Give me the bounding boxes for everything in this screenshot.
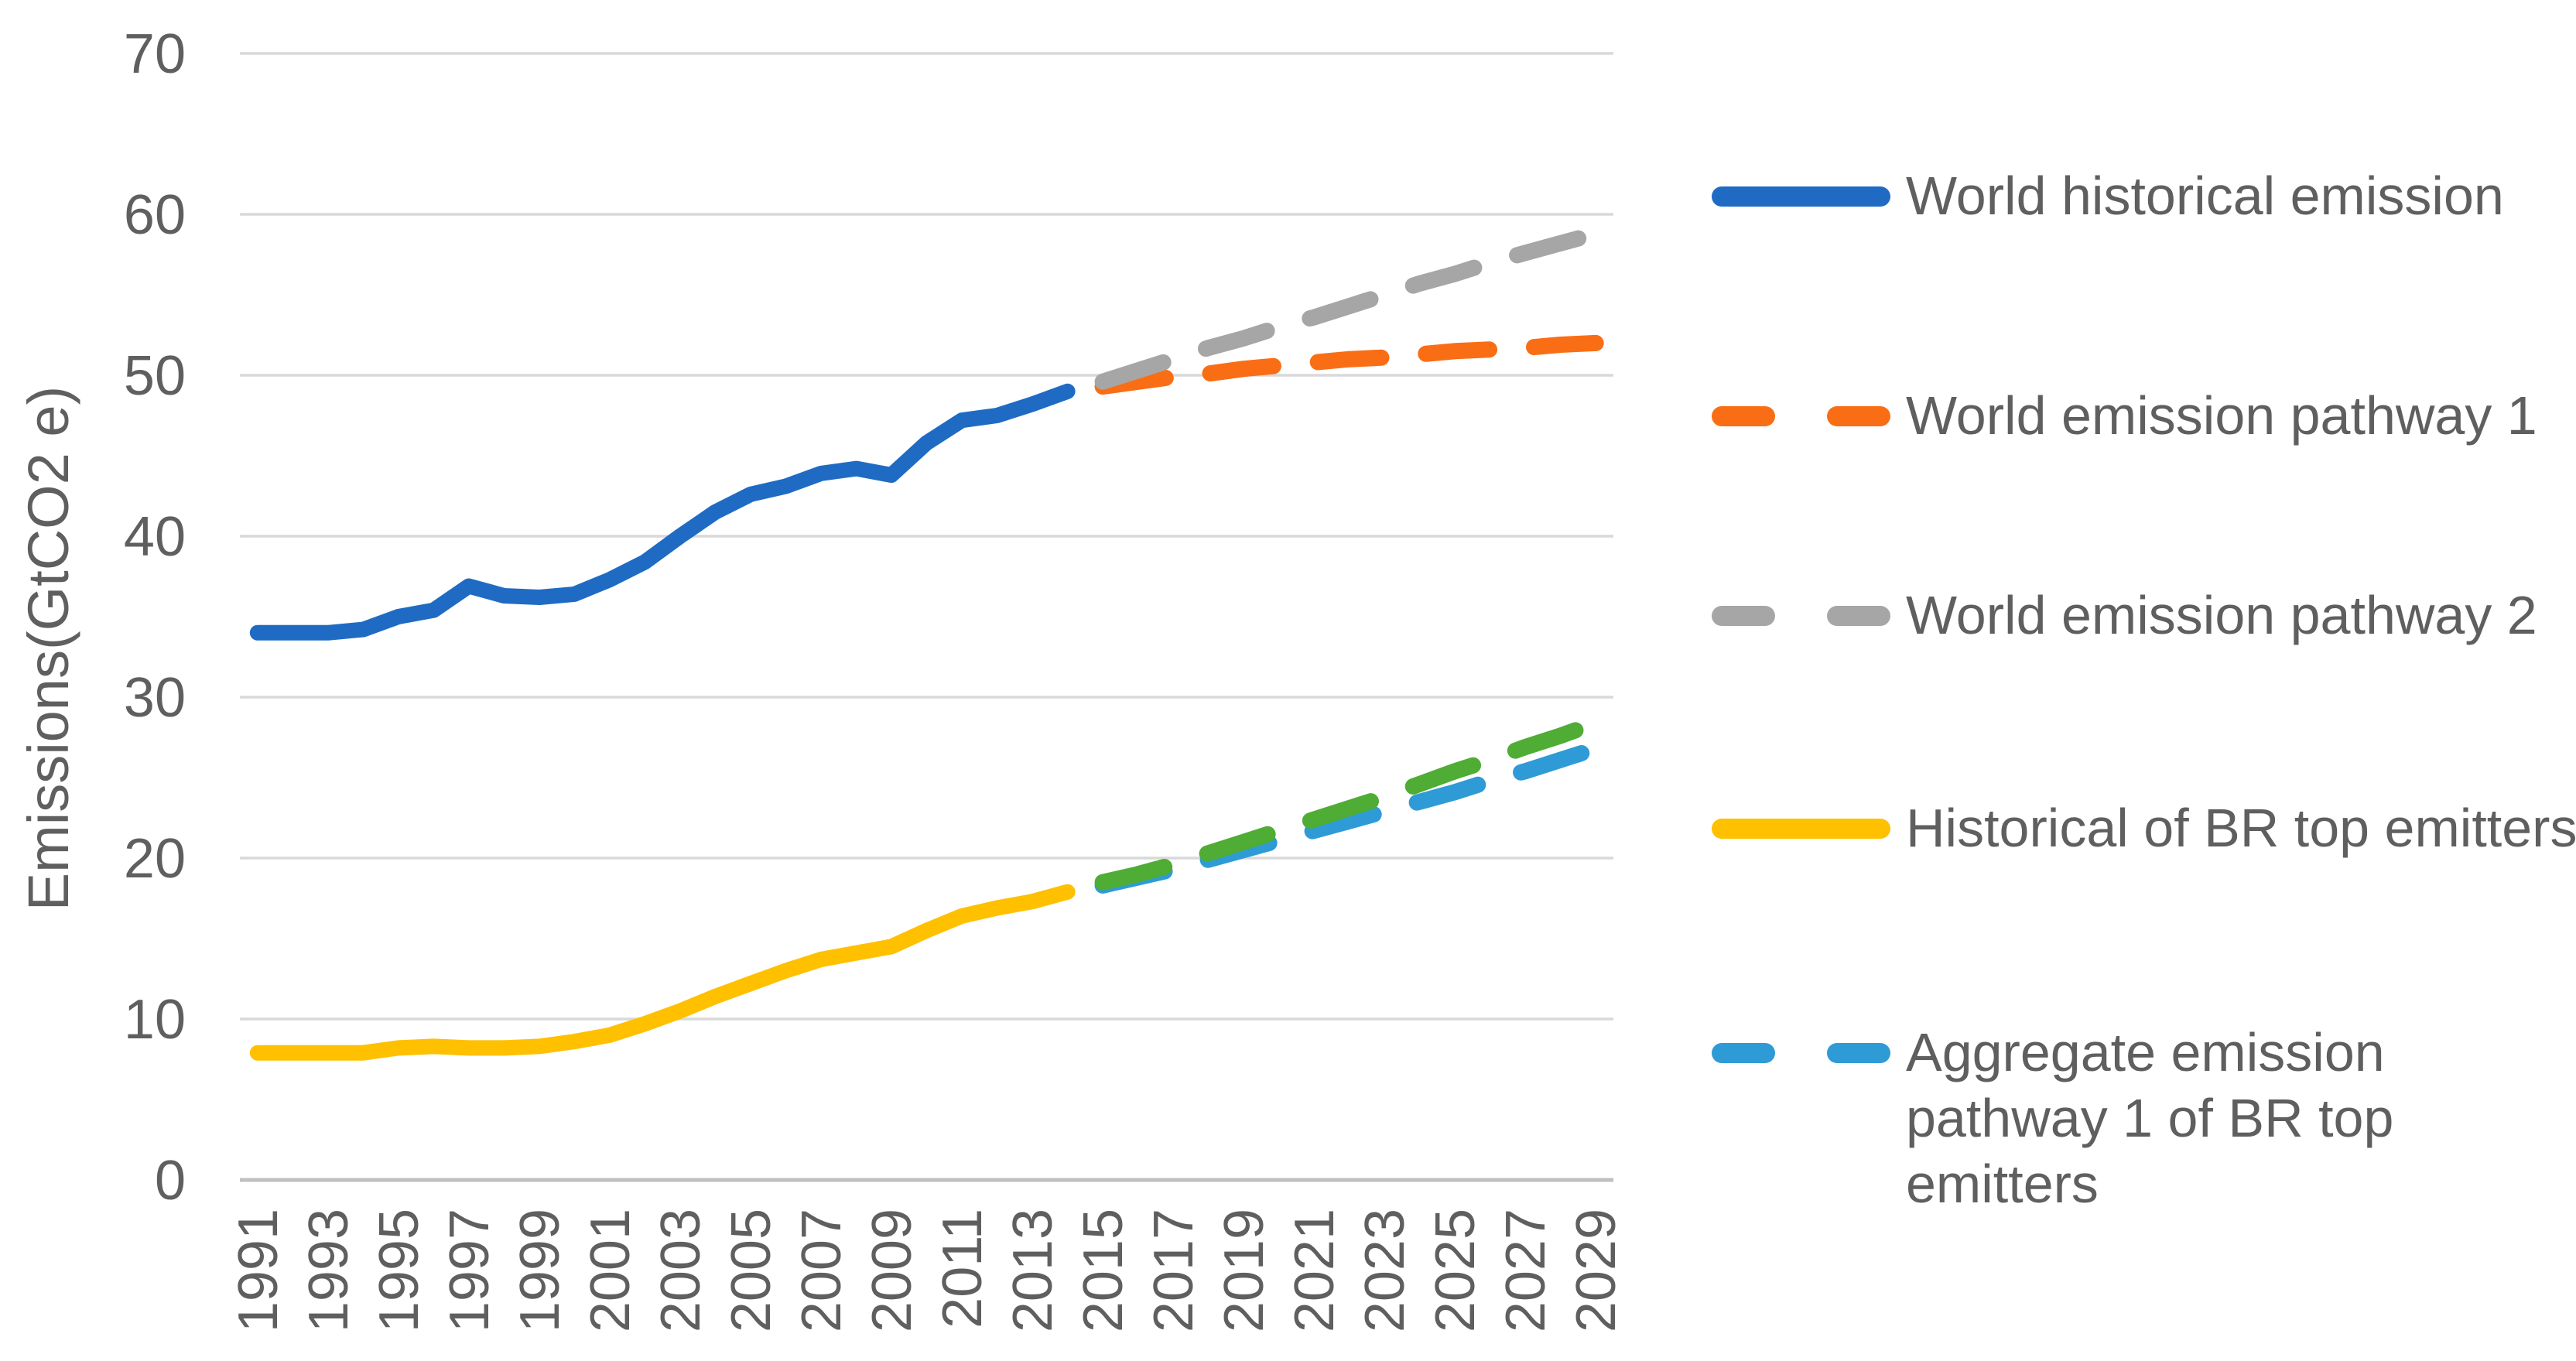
x-tick-label: 2007 bbox=[791, 1209, 853, 1332]
x-tick-label: 2015 bbox=[1072, 1209, 1134, 1332]
x-tick-label: 2025 bbox=[1425, 1209, 1486, 1332]
series-line-world-pathway-1 bbox=[1094, 334, 1604, 395]
legend-dash bbox=[1712, 1043, 1775, 1063]
series-lines bbox=[249, 225, 1604, 1061]
legend-dash bbox=[1712, 606, 1775, 626]
legend-dash bbox=[1712, 406, 1775, 426]
y-tick-label: 0 bbox=[155, 1150, 186, 1212]
y-tick-label: 50 bbox=[124, 345, 186, 407]
legend-bar bbox=[1712, 819, 1890, 839]
x-tick-label: 1997 bbox=[439, 1209, 501, 1332]
legend-item-label: Historical of BR top emitters bbox=[1906, 798, 2576, 858]
legend-item-world-pathway-1: World emission pathway 1 bbox=[1712, 383, 2576, 449]
legend-bar bbox=[1712, 186, 1890, 207]
x-tick-label: 2019 bbox=[1213, 1209, 1275, 1332]
solid-line-swatch-br-historical bbox=[1712, 819, 1890, 839]
x-tick-label: 1991 bbox=[227, 1209, 289, 1332]
y-tick-label: 10 bbox=[124, 989, 186, 1051]
solid-line-swatch-world-historical bbox=[1712, 186, 1890, 207]
x-tick-label: 2021 bbox=[1284, 1209, 1346, 1332]
legend-item-label: World historical emission bbox=[1906, 166, 2504, 226]
x-tick-label: 2013 bbox=[1002, 1209, 1064, 1332]
legend-dash bbox=[1827, 406, 1890, 426]
x-tick-label: 1999 bbox=[509, 1209, 571, 1332]
x-tick-label: 2029 bbox=[1565, 1209, 1627, 1332]
dashed-line-swatch-world-pathway-2 bbox=[1712, 606, 1890, 626]
legend-item-world-historical: World historical emission bbox=[1712, 163, 2576, 229]
dashed-line-swatch-br-pathway-1 bbox=[1712, 1043, 1890, 1063]
x-tick-label: 2005 bbox=[720, 1209, 782, 1332]
x-axis-tick-labels: 1991 1993 1995 1997 1999 2001 2003 2005 2007 2009… bbox=[227, 1209, 1627, 1332]
y-tick-label: 70 bbox=[124, 23, 186, 85]
x-tick-label: 2011 bbox=[932, 1209, 994, 1329]
legend-item-label: World emission pathway 1 bbox=[1906, 385, 2537, 446]
x-tick-label: 1993 bbox=[298, 1209, 360, 1332]
x-tick-label: 2027 bbox=[1495, 1209, 1557, 1332]
gridlines bbox=[240, 52, 1613, 1182]
dashed-line-swatch-world-pathway-1 bbox=[1712, 406, 1890, 426]
x-tick-label: 2023 bbox=[1354, 1209, 1416, 1332]
x-tick-label: 2003 bbox=[650, 1209, 712, 1332]
legend-dash bbox=[1827, 1043, 1890, 1063]
legend-item-world-pathway-2: World emission pathway 2 bbox=[1712, 583, 2576, 648]
series-line-br-historical bbox=[249, 884, 1076, 1061]
legend-item-label: World emission pathway 2 bbox=[1906, 585, 2537, 645]
x-tick-label: 2001 bbox=[580, 1209, 641, 1332]
series-line-br-pathway-1 bbox=[1094, 740, 1604, 894]
legend-item-br-historical: Historical of BR top emitters bbox=[1712, 795, 2576, 861]
y-tick-label: 60 bbox=[124, 184, 186, 246]
legend-item-label: Aggregate emission pathway 1 of BR top e… bbox=[1906, 1022, 2394, 1214]
y-tick-label: 40 bbox=[124, 506, 186, 568]
series-line-br-pathway-2-green bbox=[1094, 714, 1604, 891]
x-tick-label: 1995 bbox=[368, 1209, 430, 1332]
y-axis-title: Emissions(GtCO2 e) bbox=[16, 386, 80, 911]
y-tick-label: 20 bbox=[124, 828, 186, 890]
y-tick-label: 30 bbox=[124, 667, 186, 729]
x-tick-label: 2009 bbox=[861, 1209, 923, 1332]
x-tick-label: 2017 bbox=[1143, 1209, 1205, 1332]
series-line-world-historical bbox=[249, 383, 1076, 641]
series-line-world-pathway-2 bbox=[1094, 225, 1604, 390]
y-axis-tick-labels: 0 10 20 30 40 50 60 70 bbox=[124, 23, 186, 1212]
legend-item-br-pathway-1: Aggregate emission pathway 1 of BR top e… bbox=[1712, 1020, 2576, 1217]
legend-dash bbox=[1827, 606, 1890, 626]
